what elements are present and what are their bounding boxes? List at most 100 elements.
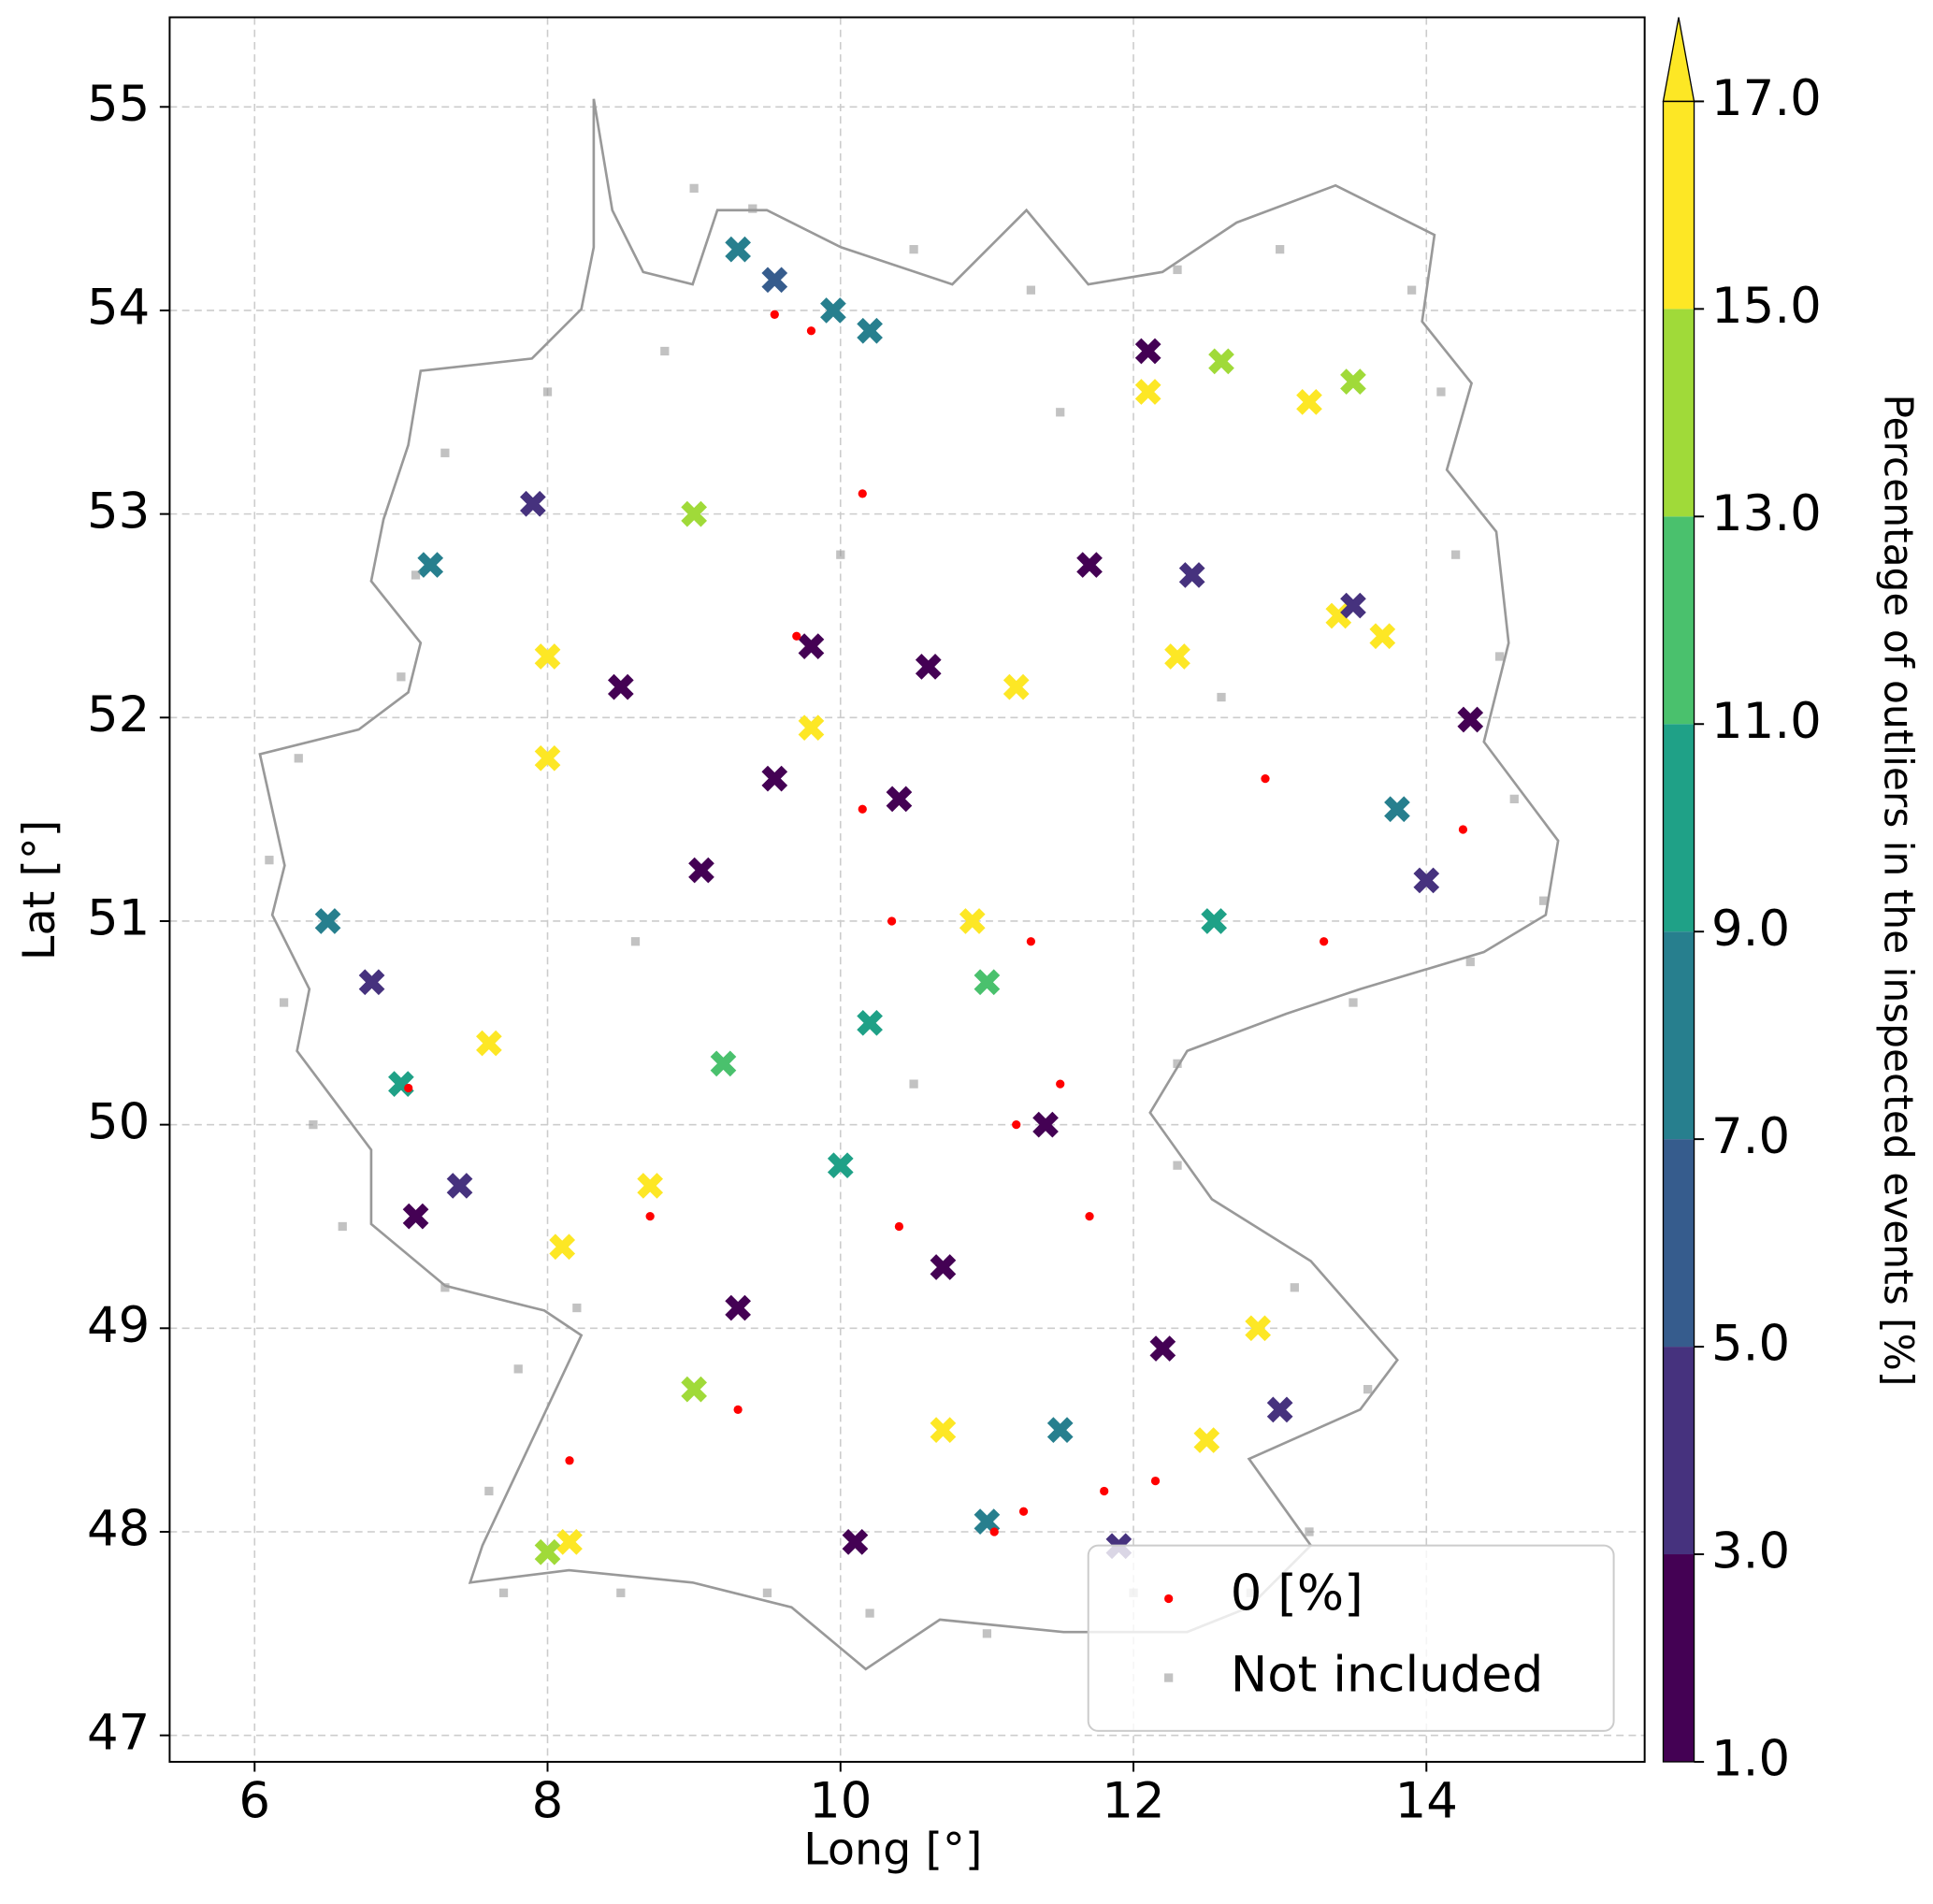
x-marker <box>857 1009 883 1036</box>
x-marker <box>681 1376 707 1403</box>
zero-point <box>806 326 816 336</box>
zero-point <box>792 631 801 641</box>
excluded-point <box>836 550 845 559</box>
zero-point <box>1026 937 1036 946</box>
zero-point <box>733 1405 743 1415</box>
legend-label: 0 [%] <box>1231 1565 1363 1622</box>
colorbar-bin <box>1663 724 1695 932</box>
y-tick-label: 51 <box>87 890 150 947</box>
excluded-point <box>1509 794 1519 803</box>
excluded-point <box>1173 1161 1182 1170</box>
excluded-point <box>1026 285 1036 295</box>
x-marker <box>556 1529 583 1555</box>
colorbar-tick-label: 5.0 <box>1711 1316 1790 1373</box>
x-marker <box>1340 592 1366 619</box>
x-marker <box>1208 348 1234 375</box>
x-marker <box>725 236 751 263</box>
legend-marker <box>1164 1673 1174 1682</box>
excluded-point <box>498 1588 509 1597</box>
zero-point <box>1261 773 1270 784</box>
zero-point <box>1085 1211 1094 1221</box>
points <box>265 183 1549 1638</box>
zero-point <box>1100 1486 1109 1496</box>
x-marker <box>688 857 714 884</box>
excluded-point <box>909 245 918 254</box>
colorbar-tick-label: 3.0 <box>1711 1523 1790 1580</box>
excluded-point <box>1290 1283 1299 1292</box>
colorbar-bin <box>1663 101 1695 310</box>
excluded-point <box>309 1120 318 1130</box>
excluded-point <box>1217 692 1226 702</box>
excluded-point <box>1349 998 1358 1007</box>
x-marker <box>1369 623 1396 650</box>
x-marker <box>607 673 634 700</box>
x-marker <box>637 1173 664 1199</box>
excluded-point <box>397 672 406 682</box>
x-marker <box>1296 389 1322 415</box>
y-tick-label: 50 <box>87 1093 150 1150</box>
x-marker <box>417 552 444 578</box>
colorbar-bin <box>1663 1554 1695 1762</box>
zero-point <box>645 1211 655 1221</box>
y-tick-label: 55 <box>87 76 150 133</box>
x-marker <box>761 267 788 294</box>
y-tick-label: 47 <box>87 1704 150 1761</box>
colorbar-tick-label: 15.0 <box>1711 278 1822 335</box>
excluded-point <box>762 1588 772 1597</box>
zero-point <box>858 804 867 814</box>
excluded-point <box>1173 1059 1182 1068</box>
x-marker <box>1046 1417 1074 1444</box>
x-tick-label: 8 <box>532 1773 564 1830</box>
legend-marker <box>1164 1594 1174 1604</box>
y-tick-label: 53 <box>87 483 150 540</box>
zero-point <box>565 1456 574 1465</box>
x-marker <box>1193 1427 1220 1453</box>
colorbar-tick-label: 17.0 <box>1711 70 1822 127</box>
colorbar-bin <box>1663 1347 1695 1555</box>
x-marker <box>930 1417 957 1444</box>
excluded-point <box>542 387 553 397</box>
x-marker <box>710 1050 737 1077</box>
x-tick-label: 6 <box>238 1773 270 1830</box>
excluded-point <box>1305 1527 1314 1536</box>
colorbar-tick-label: 13.0 <box>1711 485 1822 542</box>
colorbar-label: Percentage of outliers in the inspected … <box>1876 394 1922 1386</box>
excluded-point <box>1363 1384 1373 1394</box>
x-marker <box>1340 368 1366 395</box>
y-axis-label: Lat [°] <box>14 820 65 960</box>
x-marker <box>1134 379 1161 405</box>
excluded-point <box>513 1364 523 1374</box>
x-marker <box>534 744 561 772</box>
x-marker <box>534 1538 561 1565</box>
x-marker <box>549 1233 576 1261</box>
x-marker <box>1245 1315 1272 1342</box>
x-marker <box>1201 908 1228 934</box>
excluded-point <box>616 1588 626 1597</box>
x-marker <box>476 1030 502 1057</box>
legend-label: Not included <box>1231 1647 1544 1704</box>
excluded-point <box>411 570 421 580</box>
colorbar-tick-label: 9.0 <box>1711 901 1790 958</box>
x-marker <box>1413 867 1440 894</box>
x-marker <box>1178 562 1205 588</box>
x-tick-label: 14 <box>1395 1773 1458 1830</box>
colorbar-bin <box>1663 309 1695 517</box>
x-marker <box>402 1203 429 1230</box>
x-marker <box>915 654 942 680</box>
excluded-point <box>440 1283 450 1292</box>
zero-point <box>1458 825 1468 834</box>
excluded-point <box>338 1221 347 1232</box>
x-marker <box>827 1152 854 1179</box>
zero-point <box>1150 1476 1161 1486</box>
zero-point <box>1018 1507 1029 1516</box>
x-marker <box>358 969 385 996</box>
x-marker <box>820 297 846 324</box>
x-marker <box>842 1529 869 1555</box>
excluded-point <box>265 856 274 865</box>
x-marker <box>886 786 913 813</box>
x-tick-label: 10 <box>809 1773 872 1830</box>
y-tick-label: 52 <box>87 686 150 743</box>
excluded-point <box>1406 285 1417 295</box>
excluded-point <box>1173 265 1182 275</box>
zero-point <box>404 1083 413 1093</box>
